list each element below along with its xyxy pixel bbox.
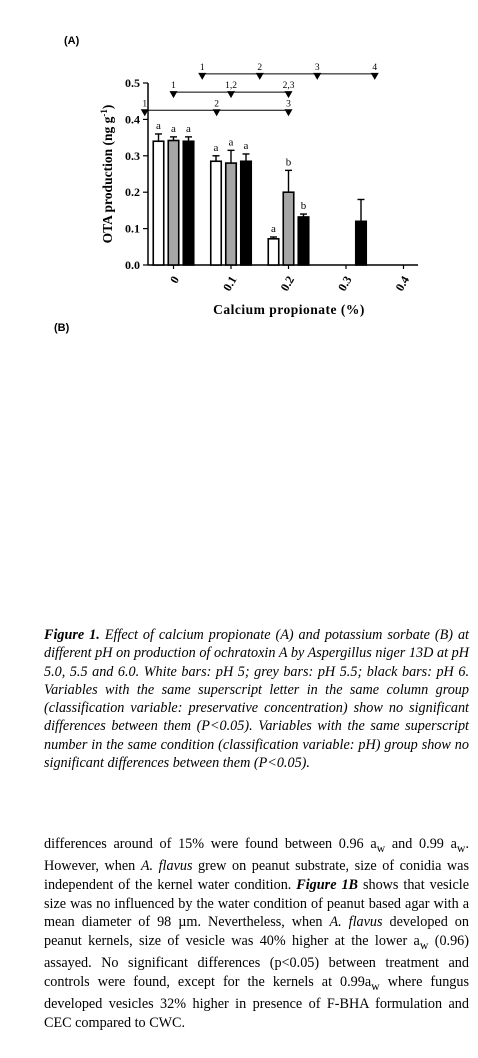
figure-caption: Figure 1. Effect of calcium propionate (… bbox=[44, 626, 469, 772]
y-axis-label: OTA production (ng g-1) bbox=[99, 105, 115, 244]
y-tick-label: 0.3 bbox=[125, 149, 140, 163]
significance-number: 1,2 bbox=[225, 81, 237, 91]
x-tick-label: 0.1 bbox=[220, 274, 240, 294]
significance-letter: b bbox=[301, 200, 307, 212]
significance-number: 2 bbox=[214, 99, 219, 109]
panel-b-label: (B) bbox=[54, 322, 70, 334]
significance-letter: b bbox=[286, 156, 292, 168]
significance-marker bbox=[212, 109, 221, 117]
significance-marker bbox=[370, 72, 379, 80]
x-tick-label: 0.3 bbox=[335, 274, 355, 294]
significance-letter: a bbox=[244, 140, 249, 152]
caption-title: Figure 1. bbox=[44, 627, 100, 643]
significance-number: 2 bbox=[257, 63, 262, 73]
significance-marker bbox=[169, 91, 178, 99]
body-paragraph: differences around of 15% were found bet… bbox=[44, 836, 470, 1031]
y-tick-label: 0.1 bbox=[125, 222, 140, 236]
y-tick-label: 0.4 bbox=[125, 112, 140, 126]
chart-b: 0.00.10.20.30.40.500.050.10.2Potassium s… bbox=[0, 0, 478, 330]
y-tick-label: 0.2 bbox=[125, 185, 140, 199]
significance-marker bbox=[284, 91, 293, 99]
x-axis-label: Calcium propionate (%) bbox=[213, 302, 365, 317]
significance-number: 3 bbox=[315, 63, 320, 73]
significance-number: 4 bbox=[372, 63, 377, 73]
significance-letter: a bbox=[271, 223, 276, 235]
y-tick-label: 0.0 bbox=[125, 258, 140, 272]
significance-letter: a bbox=[171, 123, 176, 135]
significance-letter: a bbox=[186, 123, 191, 135]
y-tick-label: 0.5 bbox=[125, 76, 140, 90]
significance-marker bbox=[227, 91, 235, 99]
significance-marker bbox=[140, 109, 149, 117]
significance-number: 3 bbox=[286, 99, 291, 109]
significance-marker bbox=[313, 72, 322, 80]
significance-number: 2,3 bbox=[283, 81, 295, 91]
significance-marker bbox=[198, 72, 207, 80]
caption-text: Effect of calcium propionate (A) and pot… bbox=[44, 627, 469, 772]
panel-a-label: (A) bbox=[64, 35, 80, 47]
significance-letter: a bbox=[156, 120, 161, 132]
significance-number: 1 bbox=[142, 99, 147, 109]
x-tick-label: 0.4 bbox=[392, 274, 412, 294]
significance-letter: a bbox=[214, 142, 219, 154]
significance-marker bbox=[255, 72, 264, 80]
significance-number: 1 bbox=[200, 63, 205, 73]
significance-marker bbox=[284, 109, 293, 117]
x-tick-label: 0.2 bbox=[277, 274, 297, 294]
significance-number: 1 bbox=[171, 81, 176, 91]
significance-letter: a bbox=[229, 136, 234, 148]
